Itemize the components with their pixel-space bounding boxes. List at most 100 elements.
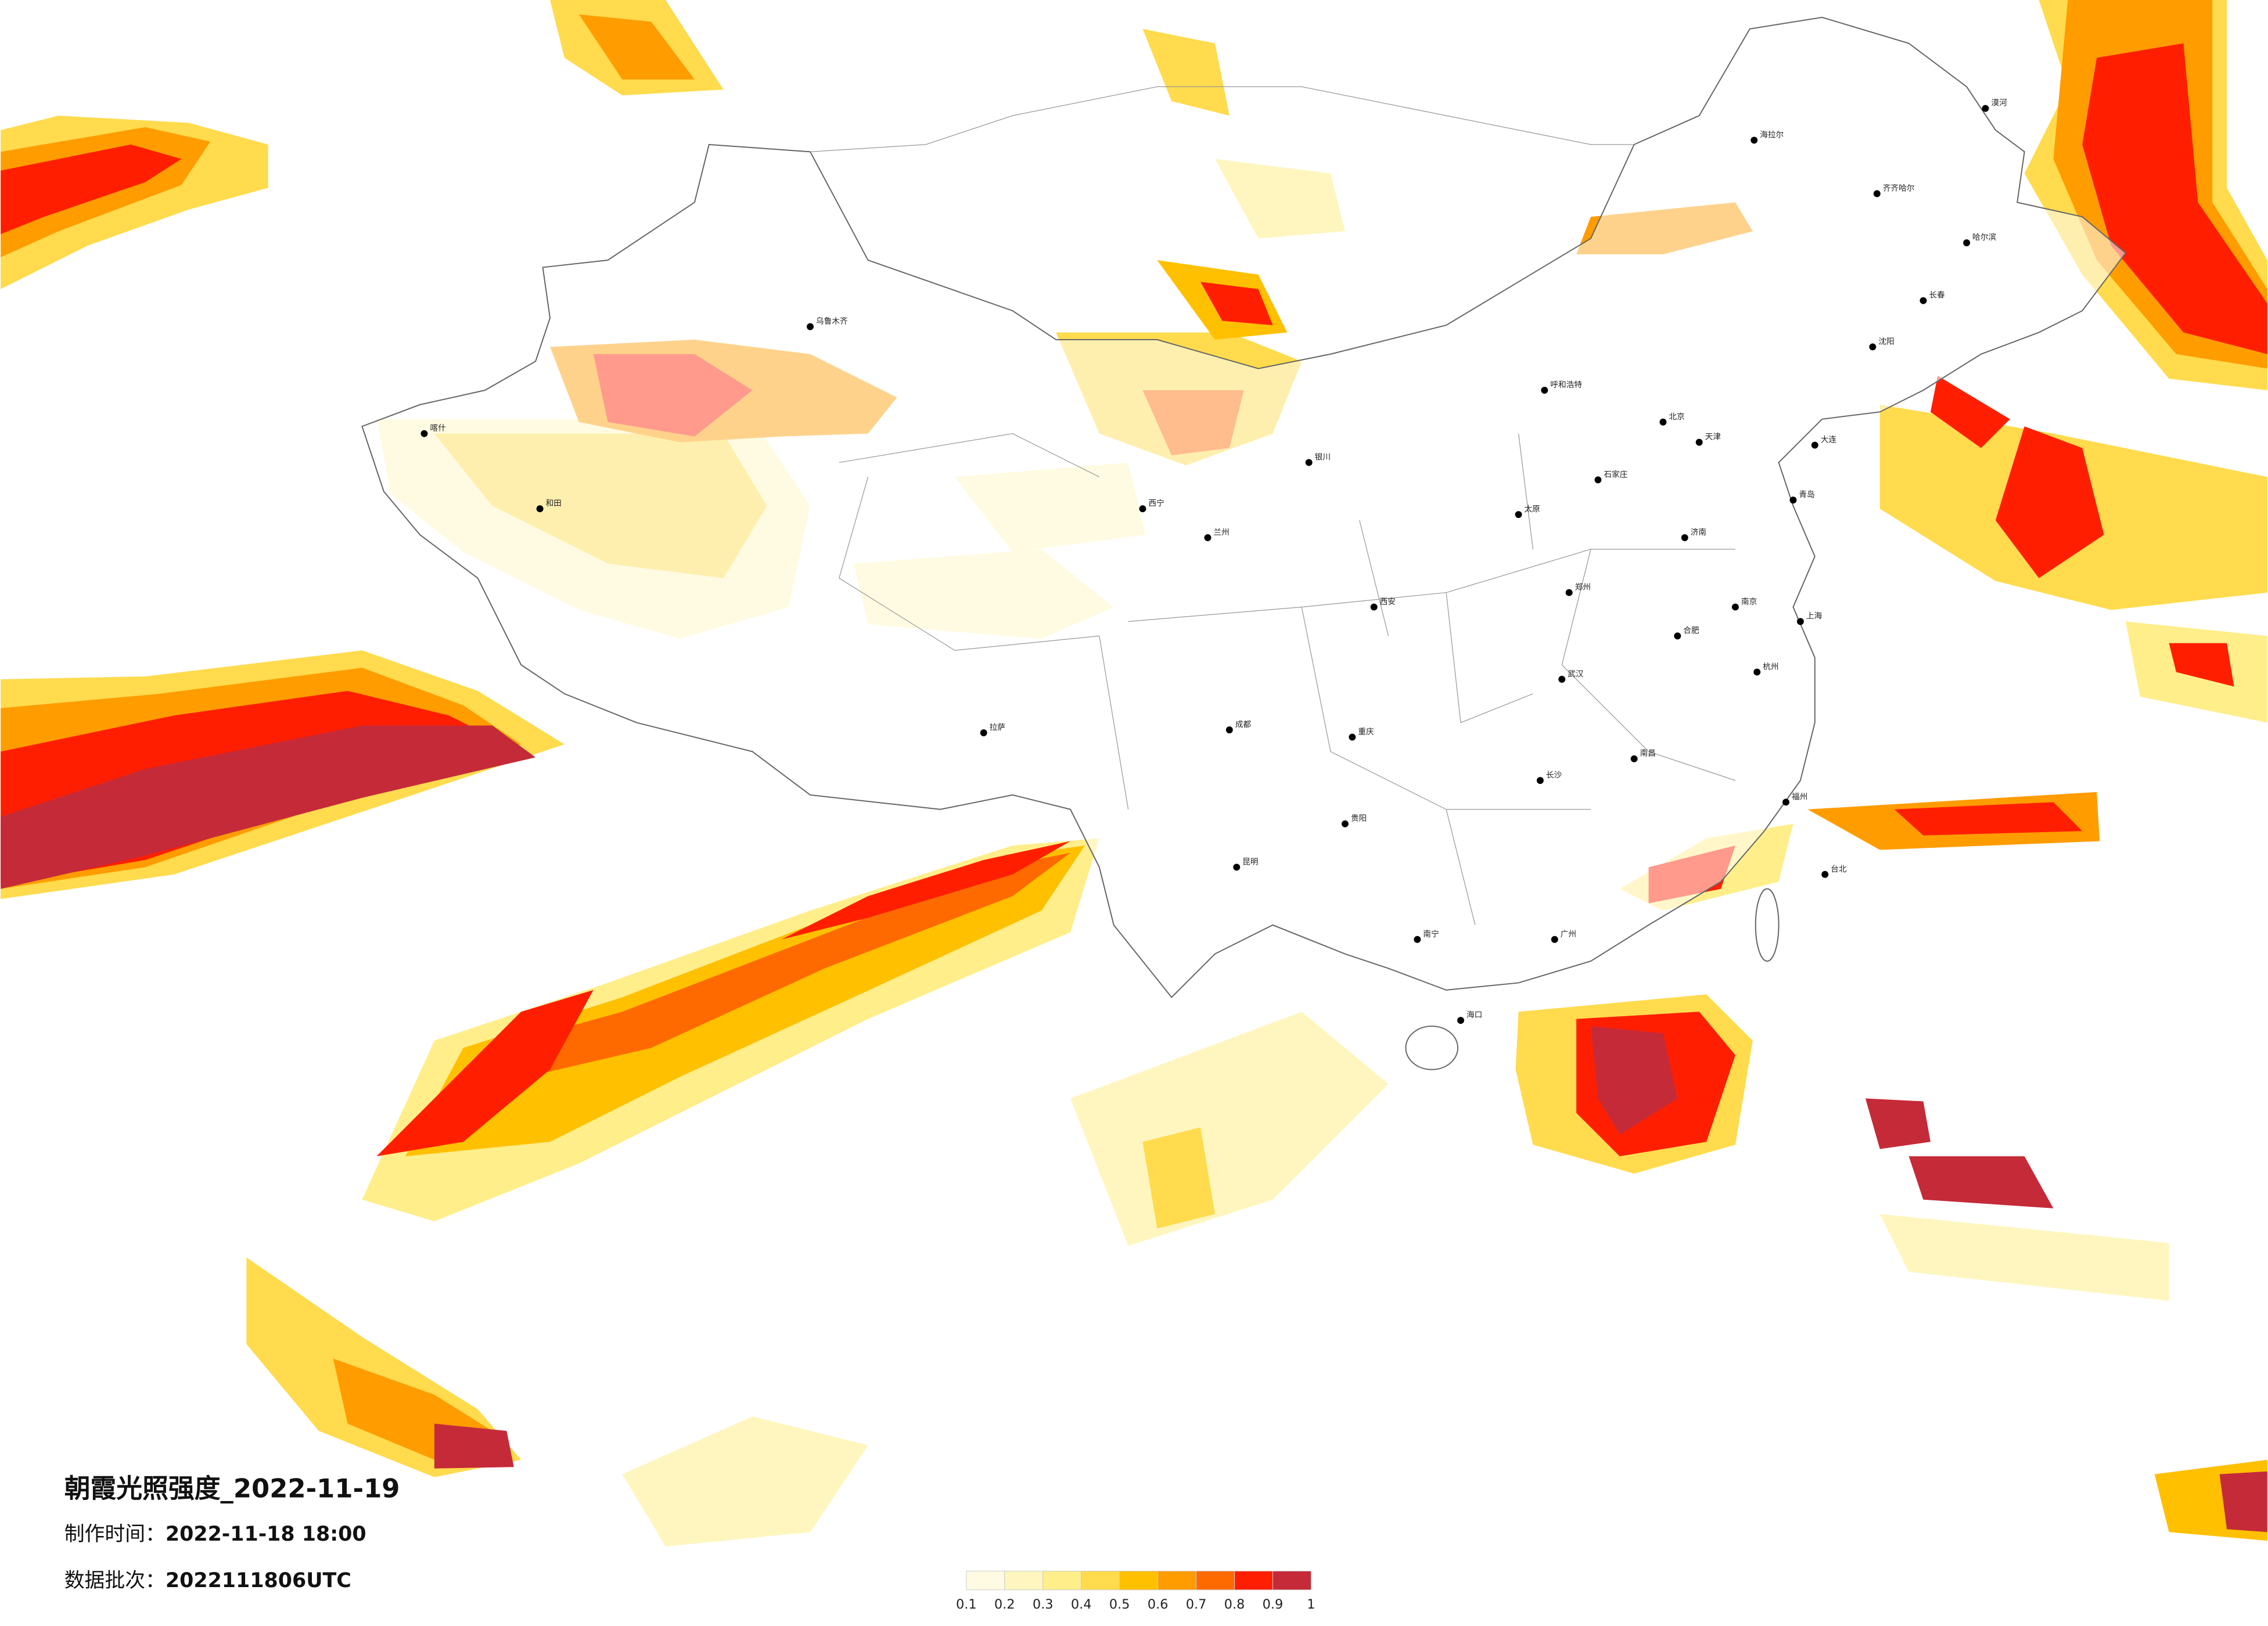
legend-swatch	[966, 1570, 1005, 1591]
field-area	[1, 725, 536, 889]
city-dot	[1630, 755, 1638, 762]
city-dot	[1963, 239, 1971, 247]
legend-swatch	[1119, 1570, 1159, 1591]
city-dot	[1515, 511, 1522, 519]
batch-label: 数据批次：	[64, 1569, 166, 1592]
city-dot	[1305, 459, 1313, 466]
city-label: 海口	[1467, 1010, 1482, 1020]
city-dot	[1920, 297, 1927, 304]
map-title: 朝霞光照强度_2022-11-19	[64, 1473, 400, 1503]
city-dot	[1541, 387, 1548, 394]
city-dot	[1821, 870, 1829, 878]
city-dot	[1731, 603, 1739, 611]
batch: 数据批次：2022111806UTC	[64, 1569, 351, 1592]
legend-tick-label: 0.4	[1071, 1597, 1092, 1612]
city-label: 呼和浩特	[1550, 380, 1582, 390]
taiwan	[1755, 888, 1780, 962]
field-area	[1200, 282, 1273, 325]
field-area	[1879, 1214, 2169, 1301]
city-label: 合肥	[1683, 626, 1699, 635]
city-label: 北京	[1669, 412, 1684, 422]
city-dot	[1225, 726, 1233, 733]
hainan	[1405, 1026, 1459, 1070]
city-label: 长沙	[1546, 771, 1562, 780]
legend-swatch	[1158, 1570, 1197, 1591]
city-label: 西宁	[1148, 498, 1164, 508]
city-dot	[1753, 668, 1761, 676]
city-label: 喀什	[430, 424, 446, 433]
city-label: 西安	[1380, 597, 1396, 606]
field-area	[578, 14, 695, 80]
field-area	[434, 852, 1070, 1099]
field-area	[1214, 159, 1345, 239]
city-label: 青岛	[1799, 490, 1814, 499]
city-label: 郑州	[1575, 582, 1591, 592]
city-dot	[1536, 777, 1544, 784]
city-label: 长春	[1929, 291, 1945, 300]
field-area	[1, 144, 182, 235]
field-area	[1908, 1156, 2054, 1208]
city-label: 海拉尔	[1760, 130, 1784, 139]
field-area	[622, 1416, 868, 1547]
city-dot	[1349, 733, 1356, 741]
legend-tick-label: 1	[1307, 1597, 1315, 1612]
china-border	[361, 16, 2127, 998]
city-label: 武汉	[1568, 670, 1584, 679]
legend-tick-label: 0.5	[1109, 1597, 1130, 1612]
city-dot	[1751, 136, 1758, 144]
city-label: 成都	[1235, 720, 1252, 729]
borders	[361, 16, 2127, 1070]
city-label: 乌鲁木齐	[816, 317, 848, 326]
city-dot	[1233, 864, 1241, 871]
city-label: 和田	[546, 499, 562, 508]
legend-tick-label: 0.1	[956, 1597, 977, 1612]
city-label: 南昌	[1640, 749, 1656, 758]
city-dot	[1869, 343, 1877, 351]
city-label: 大连	[1821, 436, 1837, 445]
city-label: 济南	[1691, 528, 1706, 537]
city-label: 重庆	[1358, 727, 1374, 736]
city-label: 福州	[1792, 792, 1807, 801]
city-label: 贵阳	[1351, 814, 1367, 823]
legend-tick-label: 0.9	[1263, 1597, 1284, 1612]
legend-swatch	[1043, 1570, 1082, 1591]
city-dot	[1789, 497, 1797, 504]
city-label: 上海	[1806, 611, 1823, 621]
field-area	[2082, 43, 2267, 354]
legend-tick-label: 0.6	[1148, 1597, 1169, 1612]
legend-tick-label: 0.2	[994, 1597, 1015, 1612]
city-dot	[536, 505, 544, 513]
city-label: 漠河	[1991, 99, 2007, 108]
city-dot	[1594, 476, 1602, 484]
city-dot	[1565, 589, 1573, 596]
field-area	[376, 990, 594, 1157]
city-label: 杭州	[1763, 662, 1778, 671]
field-area	[1142, 1127, 1215, 1229]
city-dot	[1659, 418, 1667, 426]
legend-tick-label: 0.3	[1033, 1597, 1054, 1612]
city-label: 沈阳	[1878, 337, 1894, 346]
city-label: 银川	[1315, 452, 1331, 462]
legend-swatch	[1004, 1570, 1044, 1591]
city-label: 拉萨	[990, 723, 1005, 732]
city-dot	[1414, 936, 1421, 943]
production-time-value: 2022-11-18 18:00	[166, 1523, 366, 1546]
city-label: 广州	[1561, 930, 1576, 939]
legend-tick-label: 0.7	[1186, 1597, 1207, 1612]
legend-tick-label: 0.8	[1224, 1597, 1245, 1612]
city-dot	[1457, 1017, 1464, 1024]
legend: 0.1 0.2 0.3 0.4 0.5 0.6 0.7 0.8 0.9 1	[956, 1570, 1315, 1612]
field-area	[434, 1423, 514, 1469]
province-lines	[810, 86, 1736, 926]
city-dot	[1782, 798, 1789, 806]
city-label: 昆明	[1242, 857, 1258, 866]
legend-swatch	[1081, 1570, 1120, 1591]
city-dot	[1811, 441, 1818, 449]
city-label: 石家庄	[1604, 469, 1627, 479]
field-area	[1070, 1012, 1389, 1246]
city-dot	[1551, 936, 1558, 943]
field-area	[1142, 28, 1230, 116]
